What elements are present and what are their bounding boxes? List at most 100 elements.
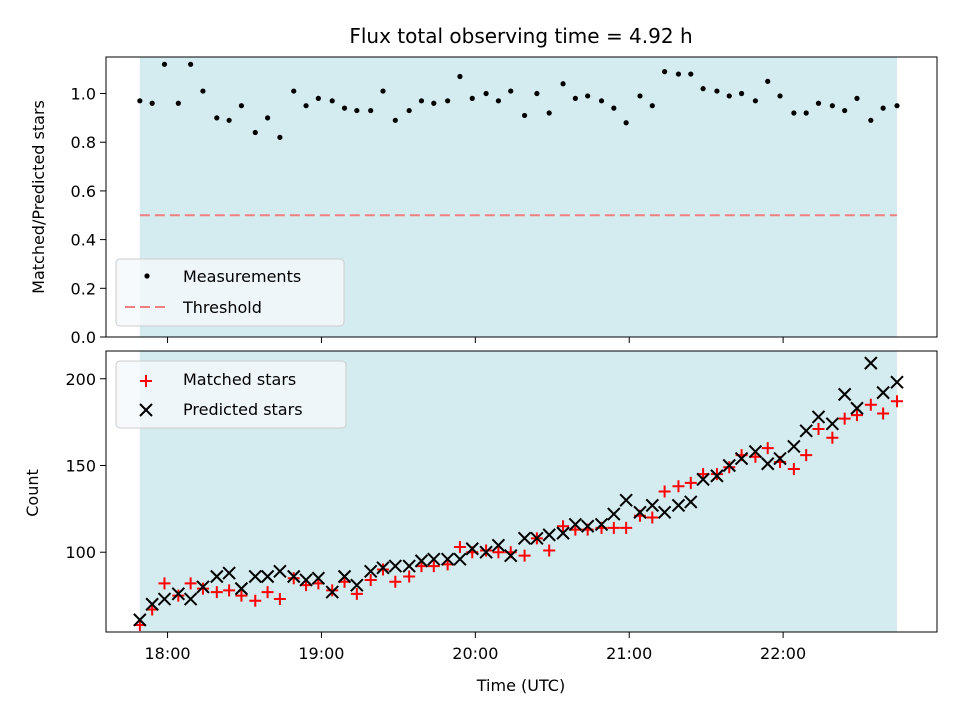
bottom-y-tick-label: 100 bbox=[65, 543, 96, 562]
measurement-point bbox=[226, 117, 232, 123]
predicted-star-point bbox=[504, 548, 518, 563]
predicted-star-point bbox=[684, 495, 698, 509]
predicted-star-point bbox=[440, 552, 455, 566]
measurement-point bbox=[688, 71, 694, 77]
measurement-point bbox=[777, 93, 783, 99]
predicted-star-point bbox=[748, 444, 763, 459]
predicted-star-point bbox=[890, 375, 904, 389]
predicted-star-point bbox=[427, 552, 441, 566]
measurement-point bbox=[161, 61, 168, 67]
matched-star-point bbox=[890, 395, 903, 408]
measurement-point bbox=[829, 103, 835, 109]
predicted-star-point bbox=[696, 472, 710, 487]
measurement-point bbox=[714, 88, 720, 94]
matched-star-point bbox=[480, 544, 493, 557]
predicted-star-point bbox=[607, 507, 621, 521]
measurement-point bbox=[341, 105, 348, 111]
matched-star-point bbox=[812, 423, 825, 436]
matched-star-point bbox=[543, 544, 556, 557]
measurement-point bbox=[303, 103, 309, 109]
top-legend: Measurements Threshold bbox=[115, 258, 345, 327]
measurement-point bbox=[277, 134, 283, 140]
predicted-star-point bbox=[260, 569, 275, 584]
measurement-point bbox=[880, 105, 886, 111]
bottom-y-tick-label: 200 bbox=[65, 370, 96, 389]
top-y-tick-label: 1.0 bbox=[71, 85, 96, 104]
bottom-y-axis-label: Count bbox=[23, 469, 42, 517]
predicted-star-point bbox=[337, 569, 352, 584]
matched-star-point bbox=[800, 449, 813, 462]
predicted-star-point bbox=[837, 387, 852, 402]
bottom-y-tick-label: 150 bbox=[65, 456, 96, 475]
predicted-star-point bbox=[542, 528, 556, 542]
measurement-point bbox=[469, 95, 475, 101]
matched-star-point bbox=[223, 584, 236, 597]
predicted-star-point bbox=[645, 498, 660, 513]
measurement-point bbox=[815, 100, 822, 106]
measurement-point bbox=[726, 93, 732, 99]
measurement-point bbox=[868, 117, 874, 123]
predicted-star-point bbox=[234, 581, 249, 596]
measurement-point bbox=[354, 107, 360, 114]
top-y-tick-label: 0.8 bbox=[71, 133, 96, 152]
measurement-point bbox=[483, 90, 489, 97]
predicted-star-point bbox=[311, 571, 326, 585]
predicted-star-point bbox=[248, 569, 262, 584]
bottom-axes-frame bbox=[105, 350, 938, 633]
predicted-star-point bbox=[350, 578, 364, 592]
top-axis-ticks: 0.0 0.2 0.4 0.6 0.8 1.0 bbox=[71, 85, 784, 347]
predicted-star-point bbox=[811, 410, 826, 424]
top-y-tick-label: 0.0 bbox=[71, 328, 96, 347]
matched-star-point bbox=[877, 407, 890, 420]
top-legend-box bbox=[115, 258, 345, 327]
predicted-star-point bbox=[196, 580, 210, 594]
predicted-star-point bbox=[402, 559, 416, 573]
measurement-point bbox=[765, 78, 771, 84]
matched-star-point bbox=[326, 584, 339, 597]
matched-star-point bbox=[403, 570, 416, 583]
predicted-star-point bbox=[556, 526, 570, 540]
measurement-point bbox=[264, 115, 271, 121]
measurement-point bbox=[894, 103, 900, 109]
predicted-star-point bbox=[619, 493, 633, 507]
matched-star-point bbox=[658, 485, 671, 498]
matched-star-point bbox=[518, 549, 531, 562]
measurement-point bbox=[200, 88, 206, 94]
predicted-star-point bbox=[222, 566, 236, 580]
predicted-star-point bbox=[363, 564, 378, 578]
matched-star-point bbox=[850, 409, 863, 422]
bottom-panel: 100 150 200 18:00 19:00 20:00 21:00 22:00 Time … bbox=[23, 350, 938, 695]
bottom-axis-ticks: 100 150 200 18:00 19:00 20:00 21:00 22:00 bbox=[65, 370, 806, 663]
legend-marker-matched bbox=[140, 375, 152, 387]
measurement-point bbox=[842, 107, 848, 114]
matched-star-point bbox=[235, 589, 248, 602]
x-tick-label: 18:00 bbox=[145, 644, 191, 663]
measurement-point bbox=[675, 71, 682, 77]
matched-star-point bbox=[364, 573, 377, 586]
x-tick-label: 19:00 bbox=[298, 644, 344, 663]
matched-star-point bbox=[427, 560, 440, 573]
matched-star-point bbox=[684, 476, 697, 489]
matched-star-point bbox=[210, 586, 223, 599]
legend-label-matched: Matched stars bbox=[183, 370, 296, 389]
measurement-point bbox=[329, 98, 335, 104]
predicted-star-point bbox=[787, 439, 801, 454]
predicted-star-point bbox=[671, 498, 686, 513]
predicted-star-point bbox=[299, 573, 313, 587]
matched-star-point bbox=[607, 521, 620, 534]
measurement-point bbox=[637, 93, 643, 99]
matched-star-point bbox=[453, 541, 466, 554]
measurement-point bbox=[406, 107, 412, 114]
measurement-point bbox=[560, 81, 566, 87]
measurement-point bbox=[431, 100, 437, 106]
predicted-star-point bbox=[580, 519, 595, 533]
measurement-point bbox=[291, 88, 297, 94]
matched-star-point bbox=[273, 593, 286, 606]
predicted-star-point bbox=[388, 559, 403, 573]
predicted-star-point bbox=[157, 592, 172, 606]
top-y-tick-label: 0.2 bbox=[71, 279, 96, 298]
matched-star-point bbox=[158, 577, 171, 590]
top-y-tick-label: 0.6 bbox=[71, 182, 96, 201]
measurement-point bbox=[534, 90, 540, 97]
predicted-star-point bbox=[568, 517, 583, 532]
